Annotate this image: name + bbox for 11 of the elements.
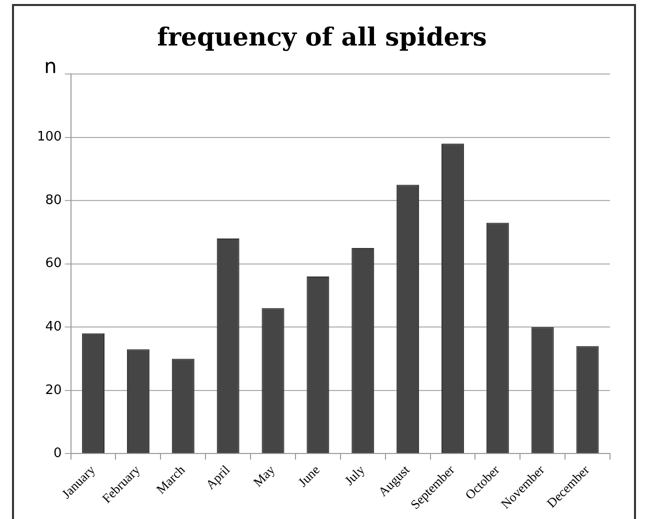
y-tick-label: 20 <box>45 382 62 398</box>
y-tick-label: 100 <box>36 130 62 145</box>
y-axis-title: n <box>44 54 57 78</box>
y-tick-label: 60 <box>45 256 62 272</box>
x-tick-label: June <box>295 462 323 490</box>
chart-title: frequency of all spiders <box>157 22 487 52</box>
x-tick-label: May <box>250 462 278 490</box>
y-tick-label: 0 <box>54 446 62 462</box>
x-tick-label: July <box>341 462 368 488</box>
y-tick-label: 80 <box>45 192 62 208</box>
y-tick-label: 40 <box>45 319 62 334</box>
